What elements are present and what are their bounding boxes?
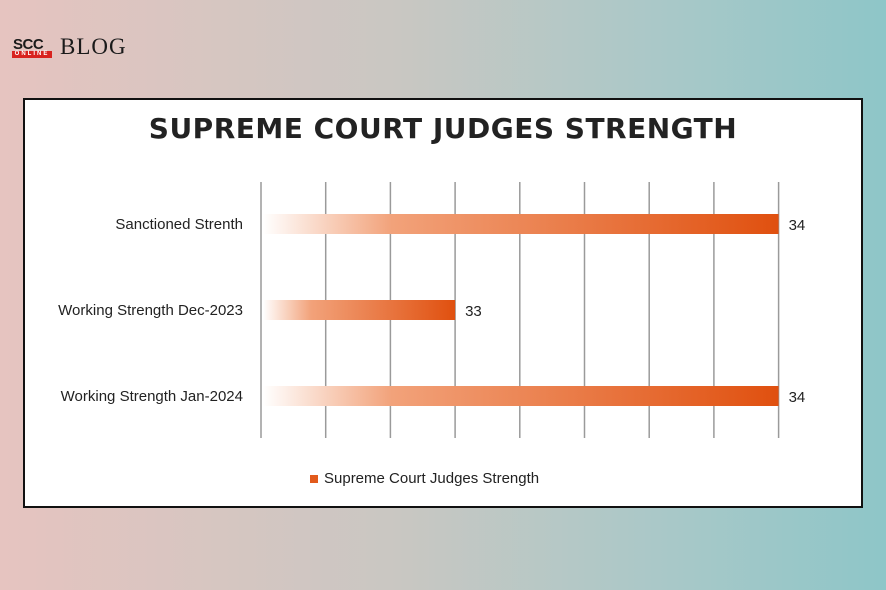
- bars: [263, 214, 779, 406]
- category-label: Working Strength Dec-2023: [58, 302, 243, 319]
- labels: Sanctioned Strenth 34 Working Strength Dec…: [58, 216, 805, 406]
- logo-online-text: ONLINE: [12, 51, 52, 58]
- logo-scc-text: SCC: [13, 36, 44, 53]
- category-label: Working Strength Jan-2024: [61, 388, 243, 405]
- data-label: 34: [789, 389, 806, 406]
- scc-online-logo-mark: SCC ONLINE: [12, 36, 54, 58]
- chart-legend: Supreme Court Judges Strength: [310, 470, 539, 487]
- legend-swatch: [310, 474, 318, 483]
- data-label: 33: [465, 303, 482, 320]
- data-label: 34: [789, 217, 806, 234]
- logo-blog-text: BLOG: [60, 34, 127, 59]
- bar: [263, 300, 456, 320]
- bar: [263, 386, 779, 406]
- legend-label: Supreme Court Judges Strength: [324, 470, 540, 487]
- bar: [263, 214, 779, 234]
- category-label: Sanctioned Strenth: [115, 216, 243, 233]
- chart-title: SUPREME COURT JUDGES STRENGTH: [148, 112, 738, 145]
